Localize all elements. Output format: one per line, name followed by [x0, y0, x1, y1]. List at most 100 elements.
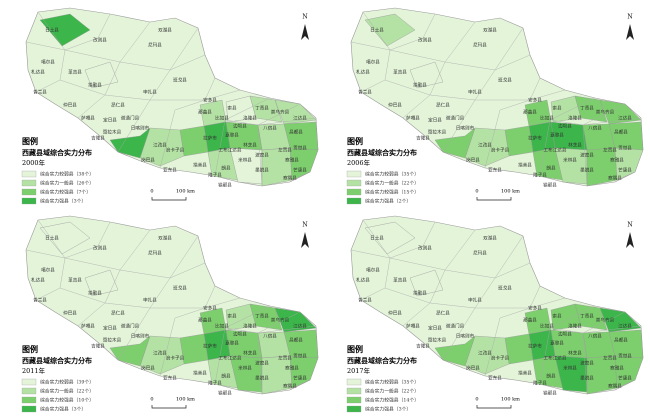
county-label: 察隅县: [283, 383, 297, 390]
county-label: 日土县: [45, 235, 59, 242]
county-label: 芒康县: [618, 375, 632, 382]
county-label: 错那县: [543, 390, 557, 397]
county-label: 隆子县: [533, 172, 547, 179]
county: [274, 99, 317, 125]
legend-label: 综合实力一般县（26个）: [40, 180, 94, 187]
county-label: 噶尔县: [41, 267, 55, 274]
county-label: 双湖县: [158, 235, 172, 242]
county-border: [25, 41, 66, 93]
county-label: 贡觉县: [293, 353, 307, 360]
county-label: 谢通门县: [446, 115, 465, 122]
county-border: [224, 117, 317, 126]
legend-label: 综合实力较弱县（38个）: [40, 171, 94, 178]
county-label: 革吉县: [68, 277, 82, 284]
county-label: 措美县: [193, 162, 207, 169]
county-label: 江达县: [618, 115, 632, 122]
map-year: 2011年: [22, 366, 46, 375]
map-title: 西藏县域综合实力分布: [347, 148, 417, 157]
county-label: 安多县: [203, 305, 217, 312]
county-label: 昂仁县: [436, 310, 450, 317]
county-label: 普兰县: [33, 89, 47, 96]
scale-label: 100 km: [501, 397, 520, 403]
county-border: [77, 302, 106, 327]
county-label: 普兰县: [33, 297, 47, 304]
county-label: 日土县: [370, 235, 384, 242]
county-border: [159, 99, 206, 169]
county-border: [204, 89, 241, 101]
county-border: [350, 249, 391, 301]
county-border: [37, 11, 111, 51]
county-label: 申扎县: [468, 297, 482, 304]
county-label: 班戈县: [173, 285, 187, 292]
county-label: 亚东县: [488, 167, 502, 174]
county-border: [402, 302, 431, 327]
county-label: 索县: [552, 105, 562, 112]
county-label: 察隅县: [608, 175, 622, 182]
map-title: 西藏县域综合实力分布: [22, 148, 92, 157]
county-label: 改则县: [93, 245, 107, 252]
county-label: 隆子县: [208, 380, 222, 387]
legend-swatch: [346, 179, 362, 187]
county-label: 墨脱县: [255, 167, 269, 174]
legend-label: 综合实力强县（3个）: [40, 406, 86, 413]
legend-swatch: [346, 378, 362, 386]
county-label: 措勤县: [413, 82, 427, 89]
scale-label: 100 km: [501, 189, 520, 195]
county-label: 普兰县: [358, 89, 372, 96]
county: [599, 99, 642, 125]
legend-title: 图例: [347, 344, 363, 354]
county-label: 波密县: [255, 152, 269, 159]
county-label: 类乌齐县: [271, 109, 290, 116]
county-label: 浪卡子县: [491, 147, 510, 154]
legend-swatch: [21, 378, 37, 386]
legend-label: 综合实力较弱县（35个）: [365, 379, 419, 386]
county: [289, 355, 319, 389]
county-label: 芒康县: [618, 167, 632, 174]
county: [434, 335, 476, 367]
county-label: 措美县: [518, 162, 532, 169]
county-label: 定日县: [103, 325, 117, 332]
county-label: 工布江达县: [219, 355, 242, 362]
county: [84, 269, 119, 297]
scale-label: 100 km: [176, 397, 195, 403]
county-label: 察雅县: [610, 157, 624, 164]
legend-swatch: [346, 396, 362, 404]
county-label: 米林县: [238, 157, 252, 164]
county-border: [224, 325, 317, 334]
county-label: 班戈县: [173, 77, 187, 84]
county-border: [529, 89, 566, 101]
county-label: 波密县: [580, 360, 594, 367]
county-label: 江孜县: [153, 142, 167, 149]
county-label: 安多县: [203, 97, 217, 104]
county-label: 芒康县: [293, 167, 307, 174]
county-label: 日土县: [370, 27, 384, 34]
county-label: 隆子县: [533, 380, 547, 387]
county-label: 谢通门县: [121, 323, 140, 330]
county-label: 吉隆县: [416, 343, 430, 350]
county-label: 察雅县: [610, 365, 624, 372]
county-label: 索县: [552, 313, 562, 320]
county-label: 嘉黎县: [225, 340, 239, 347]
county-label: 洛隆县: [568, 115, 582, 122]
county-label: 嘉黎县: [550, 132, 564, 139]
county-label: 吉隆县: [91, 135, 105, 142]
county-label: 仲巴县: [388, 102, 402, 109]
county-label: 墨脱县: [580, 375, 594, 382]
county-label: 拉萨市: [528, 343, 542, 350]
north-arrow: [301, 232, 309, 248]
county-label: 那曲县: [198, 317, 212, 324]
county-label: 札达县: [356, 277, 370, 284]
county-label: 改则县: [418, 245, 432, 252]
county-label: 八宿县: [588, 333, 602, 340]
county-label: 噶尔县: [366, 59, 380, 66]
north-arrow: [626, 24, 634, 40]
map-title: 西藏县域综合实力分布: [22, 356, 92, 365]
legend-label: 综合实力强县（2个）: [365, 198, 411, 205]
county-label: 贡觉县: [618, 145, 632, 152]
county-label: 札达县: [31, 69, 45, 76]
county-label: 八宿县: [263, 125, 277, 132]
county-label: 岗巴县: [466, 365, 480, 372]
legend-swatch: [21, 197, 37, 205]
county-label: 嘉黎县: [550, 340, 564, 347]
county-label: 萨嘎县: [81, 115, 95, 122]
